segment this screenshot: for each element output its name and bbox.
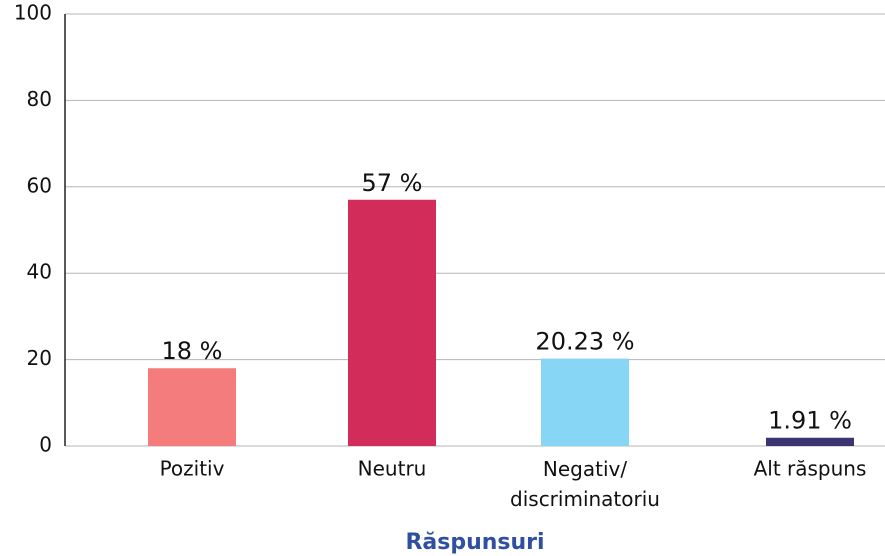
data-label: 20.23 % xyxy=(535,328,634,356)
y-tick-label: 80 xyxy=(27,87,52,111)
bar xyxy=(766,437,854,446)
y-tick-label: 100 xyxy=(14,1,52,25)
bar xyxy=(148,368,236,446)
bar xyxy=(541,358,629,446)
y-tick-label: 0 xyxy=(39,433,52,457)
x-tick-label: Neutru xyxy=(358,457,427,481)
y-tick-label: 60 xyxy=(27,173,52,197)
y-tick-label: 40 xyxy=(27,260,52,284)
data-label: 18 % xyxy=(162,337,223,365)
bar xyxy=(348,199,436,446)
x-tick-label: Pozitiv xyxy=(160,457,225,481)
x-axis-title: Răspunsuri xyxy=(405,530,544,555)
data-label: 57 % xyxy=(362,169,423,197)
data-label: 1.91 % xyxy=(768,407,852,435)
y-tick-label: 20 xyxy=(27,346,52,370)
x-tick-label: Alt răspuns xyxy=(754,457,867,481)
x-tick-label: Negativ/discriminatoriu xyxy=(510,457,660,511)
